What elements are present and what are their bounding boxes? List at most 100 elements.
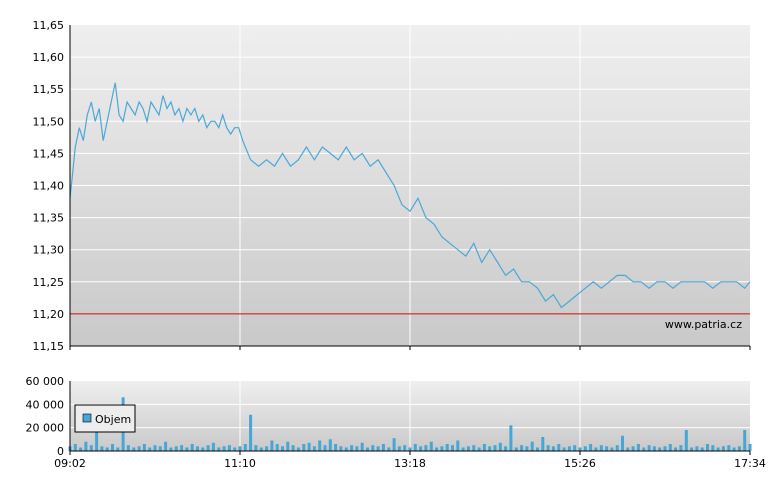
volume-bar [137, 446, 141, 451]
volume-bar [296, 447, 300, 451]
volume-bar [116, 447, 120, 451]
volume-bar [477, 447, 481, 451]
volume-bar [318, 440, 322, 451]
volume-bar [706, 444, 709, 451]
volume-bar [201, 447, 205, 451]
volume-bar [302, 444, 306, 451]
volume-bar [621, 435, 624, 451]
volume-bar [525, 446, 529, 451]
volume-bar [355, 446, 359, 451]
volume-bar [158, 446, 162, 451]
price-y-tick-label: 11,45 [33, 147, 65, 160]
volume-bar [350, 445, 354, 451]
volume-bar [466, 446, 470, 451]
volume-bar [132, 447, 136, 451]
volume-bar [254, 445, 258, 451]
price-chart-panel: 11,15 11,20 11,25 11,30 11,35 11,40 11,45 11,50… [33, 19, 751, 353]
volume-bar [509, 425, 513, 451]
price-y-tick-label: 11,65 [33, 19, 65, 32]
volume-bar [578, 447, 582, 451]
volume-bar [328, 439, 332, 451]
volume-bar [583, 446, 587, 451]
volume-bar [631, 446, 635, 451]
volume-bar [381, 444, 385, 451]
x-tick-label: 09:02 [54, 457, 86, 470]
legend-label: Objem [95, 413, 131, 426]
volume-bar [679, 445, 683, 451]
volume-bar [281, 446, 284, 451]
volume-bar [504, 446, 508, 451]
volume-bar [636, 444, 640, 451]
price-y-tick-label: 11,15 [33, 340, 65, 353]
volume-y-tick-label: 0 [57, 445, 64, 458]
volume-bar [89, 445, 93, 451]
x-tick-label: 13:18 [394, 457, 426, 470]
volume-bar [392, 438, 396, 451]
volume-bar [642, 447, 646, 451]
volume-bar [100, 446, 104, 451]
volume-bar [498, 442, 502, 451]
volume-bar [456, 440, 460, 451]
volume-bar [360, 442, 364, 451]
volume-bar [748, 444, 752, 451]
price-y-tick-label: 11,55 [33, 83, 65, 96]
volume-bar [238, 446, 242, 451]
price-series-line [69, 82, 751, 309]
volume-bar [286, 441, 290, 451]
volume-bar [663, 446, 667, 451]
volume-bar [73, 444, 77, 451]
watermark: www.patria.cz [665, 318, 742, 331]
volume-bar [700, 447, 704, 451]
volume-bar [217, 447, 221, 451]
volume-bar [674, 447, 678, 451]
volume-bar [690, 447, 694, 451]
x-tick-label: 17:34 [734, 457, 766, 470]
volume-bar [488, 446, 492, 451]
legend-swatch [82, 413, 92, 423]
volume-bar [275, 444, 279, 451]
volume-bar [668, 444, 672, 451]
volume-bar [185, 447, 189, 451]
volume-bar [573, 445, 577, 451]
volume-bar [227, 445, 231, 451]
volume-bar [716, 447, 720, 451]
volume-bar [551, 446, 555, 451]
volume-bar [222, 446, 226, 451]
volume-bar [440, 446, 444, 451]
volume-bar [206, 445, 210, 451]
volume-bar [737, 446, 741, 451]
volume-bar [339, 446, 343, 451]
volume-bar [514, 447, 518, 451]
price-y-tick-label: 11,50 [33, 115, 65, 128]
volume-bar [180, 445, 184, 451]
volume-bar [387, 447, 391, 451]
volume-bar [249, 414, 253, 451]
volume-bar [541, 437, 545, 451]
volume-bar [413, 444, 417, 451]
volume-bar [190, 444, 194, 451]
volume-bar [164, 441, 168, 451]
volume-bar [605, 446, 609, 451]
volume-bar [429, 441, 433, 451]
volume-bar [562, 447, 566, 451]
volume-bar [79, 447, 83, 451]
volume-bar [211, 442, 215, 451]
volume-bar [408, 447, 412, 451]
volume-bar [174, 446, 178, 451]
volume-bar [711, 445, 715, 451]
volume-bar [493, 445, 497, 451]
volume-bar [589, 444, 593, 451]
volume-bar [243, 444, 247, 451]
volume-bar [435, 447, 439, 451]
volume-y-tick-label: 20 000 [26, 422, 65, 435]
volume-bar [557, 444, 561, 451]
price-y-tick-label: 11,30 [33, 244, 65, 257]
volume-bar [732, 447, 736, 451]
volume-bar [626, 447, 630, 451]
volume-bar [270, 440, 274, 451]
volume-bar [567, 446, 571, 451]
volume-bar [142, 444, 146, 451]
volume-y-tick-label: 60 000 [26, 375, 65, 388]
volume-bar [105, 447, 109, 451]
